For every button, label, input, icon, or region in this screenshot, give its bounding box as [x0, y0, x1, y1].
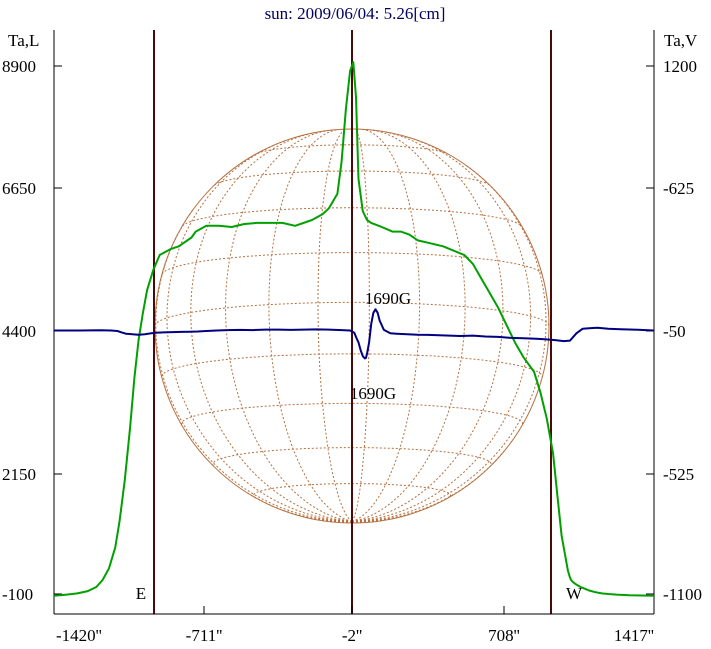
polarization-series-line — [54, 308, 655, 360]
limb-marker-e: E — [136, 584, 146, 603]
y-right-tick-label: -1100 — [663, 585, 702, 604]
x-tick-label: -711'' — [186, 626, 223, 645]
disk-grid-line — [155, 209, 353, 523]
chart-title: sun: 2009/06/04: 5.26[cm] — [265, 4, 446, 23]
disk-grid-line — [190, 131, 353, 523]
field-strength-annotation: 1690G — [365, 289, 411, 308]
y-right-axis-label: Ta,V — [664, 31, 698, 50]
y-left-tick-label: 6650 — [2, 179, 36, 198]
series-layer — [53, 61, 655, 597]
disk-grid-line — [351, 129, 466, 523]
y-left-axis-label: Ta,L — [8, 31, 39, 50]
y-right-tick-label: -625 — [663, 179, 694, 198]
disk-grid-line — [180, 402, 524, 425]
disk-grid-line — [351, 136, 532, 523]
disk-grid-line — [181, 207, 523, 227]
disk-grid-line — [351, 128, 421, 523]
disk-grid-line — [224, 129, 353, 523]
x-tick-label: -2'' — [342, 626, 362, 645]
vertical-reference-lines — [153, 30, 552, 614]
disk-grid-line — [351, 450, 505, 523]
disk-grid-line — [351, 165, 547, 523]
y-left-tick-label: -100 — [2, 585, 33, 604]
x-tick-label: -1420'' — [56, 626, 102, 645]
disk-grid-line — [351, 128, 370, 522]
y-left-tick-label: 4400 — [2, 322, 36, 341]
field-strength-annotation: 1690G — [350, 384, 396, 403]
chart-labels: 8900 6650 4400 2150 -100 1200 -625 -50 -525 -1100… — [2, 57, 702, 645]
limb-marker-w: W — [566, 584, 583, 603]
y-right-tick-label: -50 — [663, 322, 686, 341]
y-right-tick-label: -525 — [663, 465, 694, 484]
disk-grid-line — [256, 144, 448, 155]
y-left-tick-label: 2150 — [2, 465, 36, 484]
y-right-tick-label: 1200 — [663, 57, 697, 76]
y-left-tick-label: 8900 — [2, 57, 36, 76]
disk-grid-line — [351, 131, 504, 523]
x-tick-label: 1417'' — [614, 626, 654, 645]
disk-grid-line — [214, 170, 490, 186]
disk-grid-line — [166, 140, 353, 523]
x-tick-label: 708'' — [488, 626, 520, 645]
disk-grid-line — [246, 491, 353, 523]
disk-grid-line — [317, 128, 353, 522]
disk-grid-line — [161, 353, 543, 377]
disk-grid-line — [268, 129, 353, 523]
intensity-series-line — [53, 61, 655, 597]
